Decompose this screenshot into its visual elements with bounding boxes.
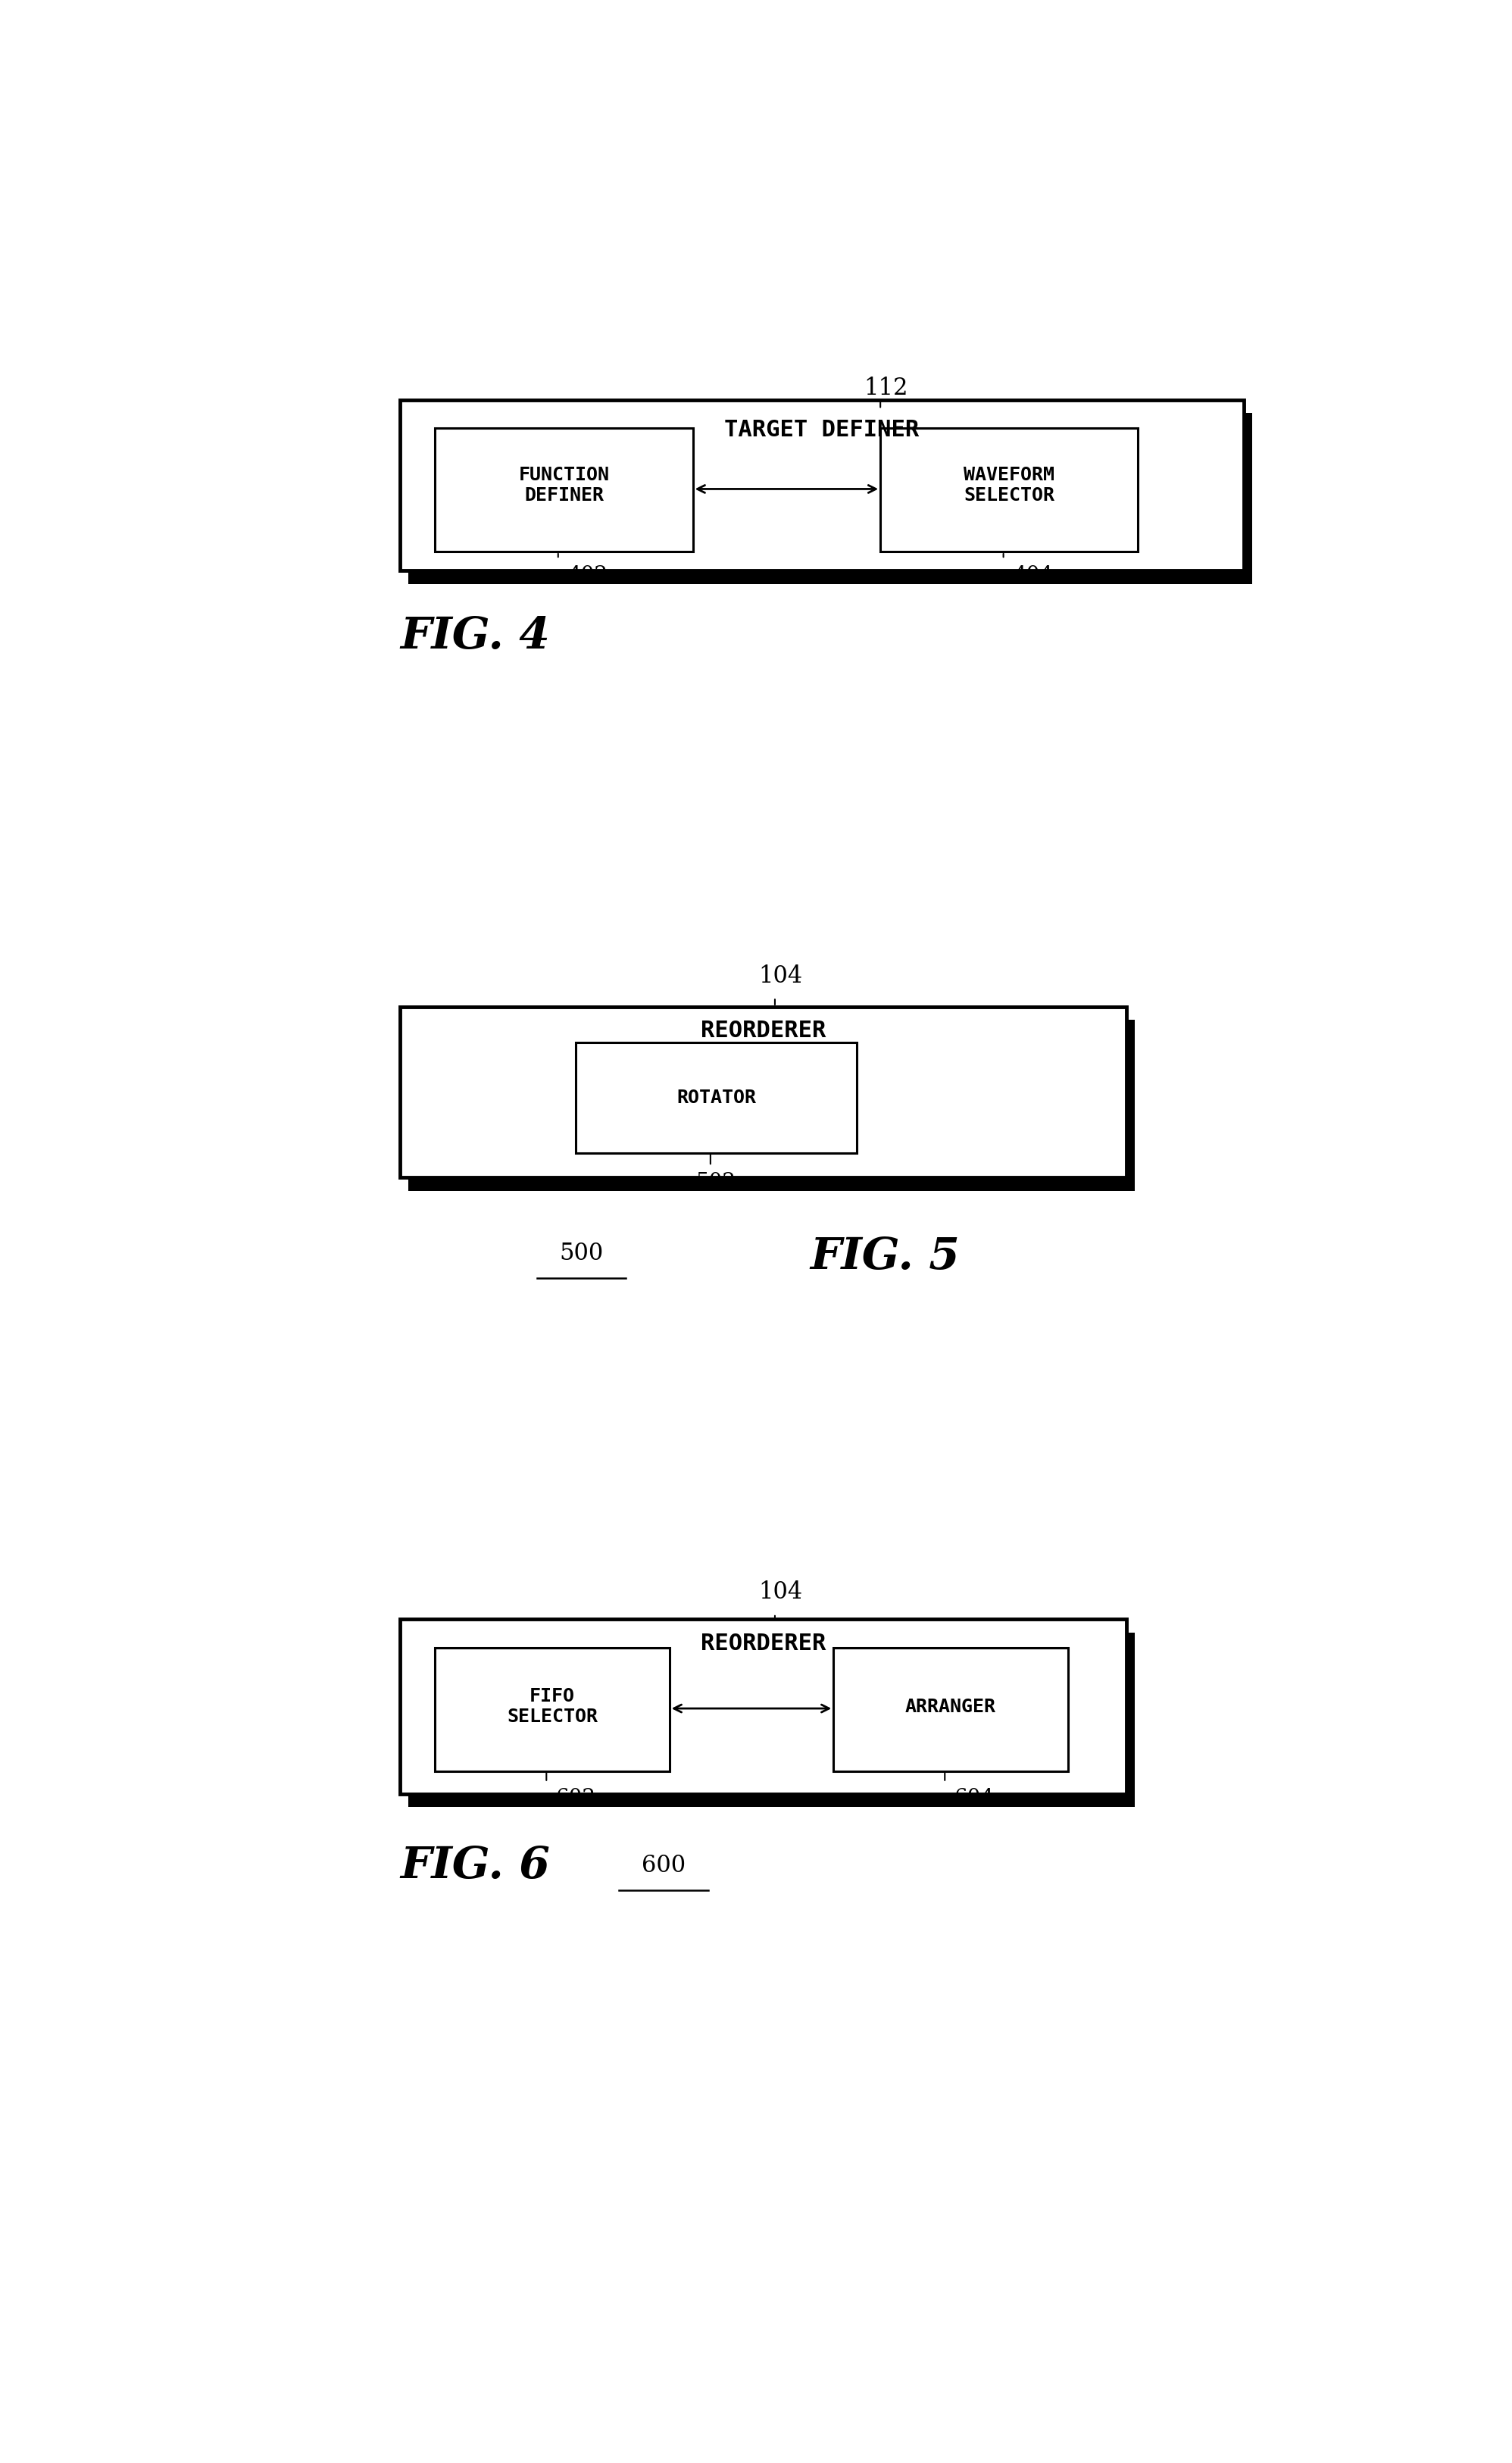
- Bar: [399, 1618, 1126, 1793]
- Text: 602: 602: [555, 1788, 596, 1808]
- Text: ARRANGER: ARRANGER: [906, 1697, 996, 1717]
- Bar: [435, 1648, 670, 1771]
- Text: 500: 500: [559, 1241, 603, 1266]
- Text: 112: 112: [863, 377, 909, 399]
- Text: 104: 104: [759, 965, 803, 988]
- Text: 402: 402: [567, 564, 608, 586]
- Bar: [408, 1020, 1134, 1190]
- Text: 502: 502: [696, 1172, 736, 1192]
- Text: REORDERER: REORDERER: [700, 1020, 826, 1042]
- Text: REORDERER: REORDERER: [700, 1633, 826, 1655]
- Text: FIG. 6: FIG. 6: [399, 1845, 550, 1887]
- Text: FIG. 4: FIG. 4: [399, 616, 550, 658]
- Bar: [435, 429, 692, 552]
- Text: FIFO
SELECTOR: FIFO SELECTOR: [507, 1687, 597, 1727]
- Bar: [408, 1633, 1134, 1808]
- Bar: [576, 1042, 857, 1153]
- Bar: [399, 399, 1243, 571]
- Text: FUNCTION
DEFINER: FUNCTION DEFINER: [519, 466, 609, 505]
- Bar: [833, 1648, 1067, 1771]
- Text: 404: 404: [1013, 564, 1052, 586]
- Text: WAVEFORM
SELECTOR: WAVEFORM SELECTOR: [963, 466, 1055, 505]
- Bar: [399, 1007, 1126, 1177]
- Text: TARGET DEFINER: TARGET DEFINER: [724, 419, 919, 441]
- Text: FIG. 5: FIG. 5: [810, 1236, 960, 1278]
- Text: ROTATOR: ROTATOR: [676, 1089, 756, 1106]
- Bar: [880, 429, 1139, 552]
- Text: 104: 104: [759, 1581, 803, 1603]
- Text: 604: 604: [954, 1788, 995, 1808]
- Text: 600: 600: [641, 1855, 685, 1877]
- Bar: [408, 414, 1252, 584]
